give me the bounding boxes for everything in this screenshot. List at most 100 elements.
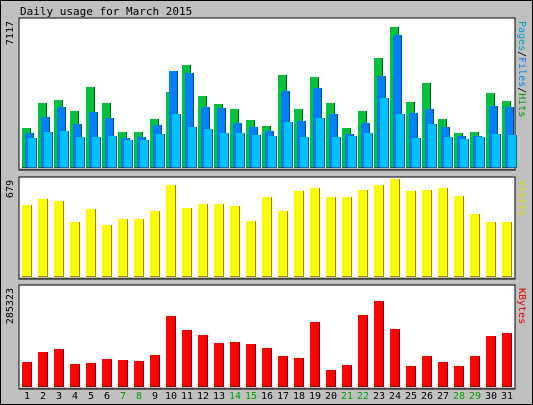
day-label-22: 22 (357, 391, 369, 402)
bar-pages-24-edge (404, 114, 405, 168)
bar-visits-7-base (118, 276, 128, 277)
day-label-14: 14 (229, 391, 241, 402)
bar-pages-25-edge (420, 138, 421, 168)
bar-kbytes-30 (486, 336, 496, 387)
bar-kbytes-18 (294, 358, 304, 387)
bar-pages-10-base (172, 167, 181, 168)
bar-visits-21-base (342, 276, 352, 277)
bar-visits-11 (182, 208, 192, 277)
bar-pages-14-edge (244, 133, 245, 168)
bar-pages-6-edge (116, 136, 117, 168)
bar-pages-19-edge (324, 118, 325, 168)
bar-pages-7-edge (132, 140, 133, 168)
bar-pages-16-base (268, 167, 277, 168)
bar-pages-9 (156, 134, 165, 168)
bar-pages-22-base (364, 167, 373, 168)
bar-pages-26-base (428, 167, 437, 168)
bar-pages-19 (316, 118, 325, 168)
bar-kbytes-30-base (486, 386, 496, 387)
bar-visits-18-edge (303, 191, 304, 277)
bar-visits-26-base (422, 276, 432, 277)
bar-kbytes-26-base (422, 386, 432, 387)
bar-pages-13-base (220, 167, 229, 168)
bar-pages-30 (492, 134, 501, 168)
bar-visits-12-edge (207, 204, 208, 277)
bar-visits-26-edge (431, 190, 432, 277)
bar-kbytes-28 (454, 366, 464, 387)
bar-visits-2 (38, 199, 48, 277)
day-label-18: 18 (293, 391, 305, 402)
bar-visits-25-base (406, 276, 416, 277)
bar-kbytes-9 (150, 355, 160, 387)
bar-kbytes-22 (358, 315, 368, 387)
bar-visits-23 (374, 185, 384, 277)
bar-pages-25-base (412, 167, 421, 168)
bar-kbytes-12-edge (207, 335, 208, 387)
bar-kbytes-28-base (454, 386, 464, 387)
bar-kbytes-9-edge (159, 355, 160, 387)
bar-pages-22 (364, 133, 373, 168)
bar-visits-22-edge (367, 190, 368, 277)
bar-visits-30-edge (495, 222, 496, 277)
ymax-label-visits: 679 (5, 180, 16, 198)
bar-pages-31-base (508, 167, 517, 168)
bar-pages-2-edge (52, 132, 53, 168)
bar-kbytes-27-base (438, 386, 448, 387)
bar-visits-10-base (166, 276, 176, 277)
bar-pages-3 (60, 131, 69, 168)
bar-pages-20-base (332, 167, 341, 168)
bar-kbytes-17-edge (287, 356, 288, 387)
bar-visits-17-edge (287, 211, 288, 277)
bar-pages-30-base (492, 167, 501, 168)
day-label-26: 26 (421, 391, 433, 402)
bar-pages-23-base (380, 167, 389, 168)
bar-pages-4-edge (84, 137, 85, 168)
day-label-31: 31 (501, 391, 513, 402)
bar-visits-3-base (54, 276, 64, 277)
bar-kbytes-7-edge (127, 360, 128, 387)
bar-visits-30-base (486, 276, 496, 277)
bar-visits-28 (454, 196, 464, 277)
bar-visits-11-base (182, 276, 192, 277)
bar-pages-6 (108, 136, 117, 168)
bar-visits-5 (86, 209, 96, 277)
side-label-visits: Visits (516, 180, 527, 216)
bar-pages-26-edge (436, 124, 437, 168)
bar-visits-20 (326, 197, 336, 277)
day-label-27: 27 (437, 391, 449, 402)
bar-visits-7 (118, 219, 128, 277)
bar-kbytes-3-base (54, 386, 64, 387)
bar-visits-2-edge (47, 199, 48, 277)
bar-visits-21-edge (351, 197, 352, 277)
day-label-2: 2 (40, 391, 46, 402)
bar-pages-14-base (236, 167, 245, 168)
bar-pages-14 (236, 133, 245, 168)
bar-pages-29-base (476, 167, 485, 168)
bar-visits-23-edge (383, 185, 384, 277)
bar-kbytes-4-edge (79, 364, 80, 387)
day-label-23: 23 (373, 391, 385, 402)
bar-kbytes-26 (422, 356, 432, 387)
bar-kbytes-14 (230, 342, 240, 387)
bar-kbytes-16 (262, 348, 272, 387)
bar-visits-16-base (262, 276, 272, 277)
day-label-28: 28 (453, 391, 465, 402)
bar-visits-4-edge (79, 222, 80, 277)
day-label-12: 12 (197, 391, 209, 402)
bar-kbytes-15 (246, 344, 256, 387)
bar-pages-21-base (348, 167, 357, 168)
side-label-part: Visits (516, 180, 527, 216)
bar-kbytes-29-edge (479, 356, 480, 387)
bar-visits-20-edge (335, 197, 336, 277)
bar-visits-1-edge (31, 205, 32, 277)
bar-visits-16-edge (271, 197, 272, 277)
bar-pages-12-edge (212, 129, 213, 168)
bar-visits-10-edge (175, 185, 176, 277)
bar-kbytes-27-edge (447, 362, 448, 387)
bar-kbytes-14-base (230, 386, 240, 387)
bar-visits-31-base (502, 276, 512, 277)
bar-kbytes-10 (166, 316, 176, 387)
bar-kbytes-1-base (22, 386, 32, 387)
bar-kbytes-12 (198, 335, 208, 387)
bar-pages-11-base (188, 167, 197, 168)
